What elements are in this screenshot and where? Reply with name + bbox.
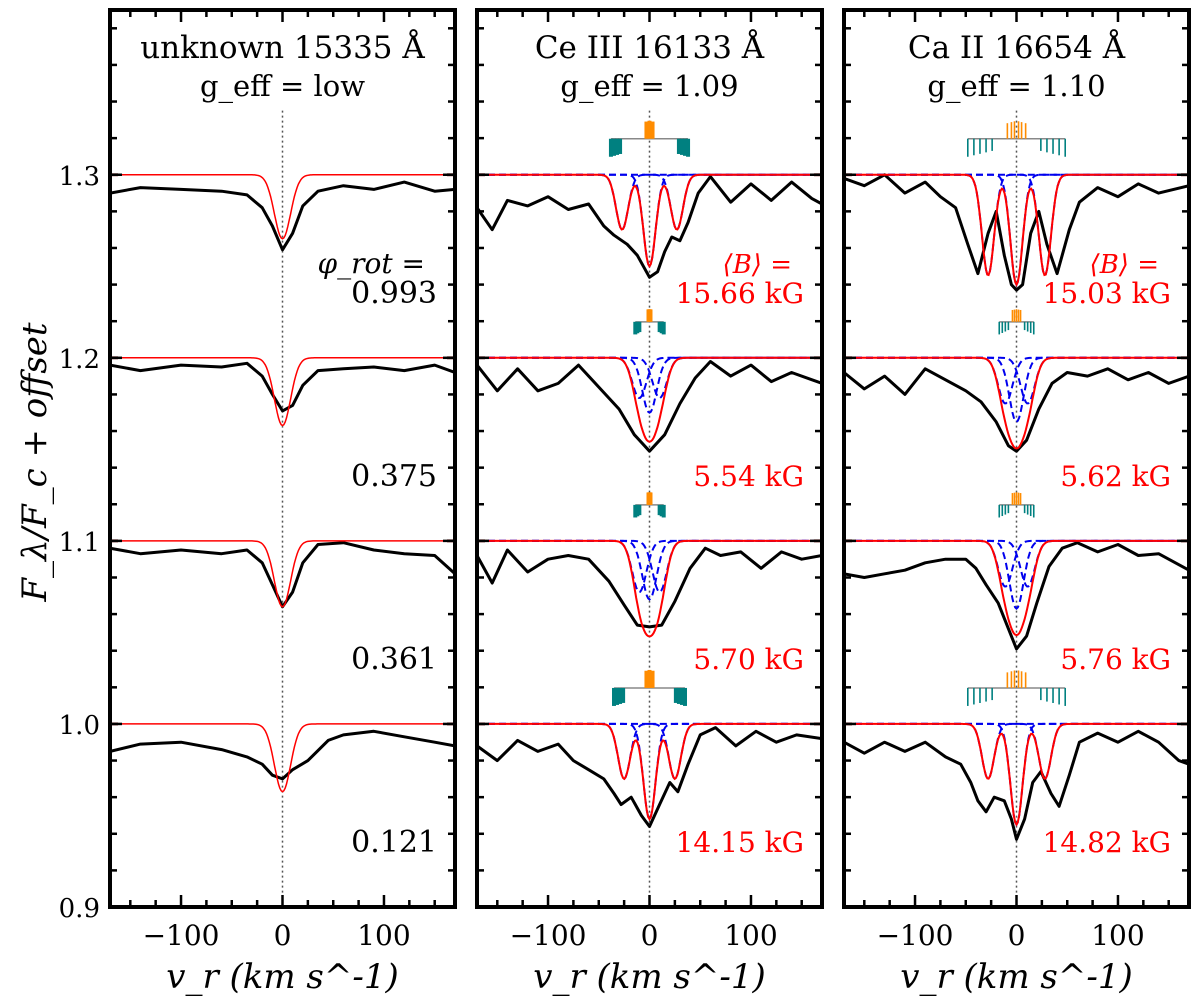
observed-profile-0: [110, 180, 455, 252]
panel-geff: g_eff = 1.09: [560, 69, 738, 104]
phase-label-3: 0.121: [351, 825, 437, 860]
x-tick-label: 0: [1008, 919, 1026, 952]
x-axis-label: v_r (km s^-1): [900, 957, 1133, 997]
x-tick-label: −100: [510, 919, 587, 952]
panel-geff: g_eff = 1.10: [927, 69, 1105, 104]
model-fit-0: [844, 173, 1189, 287]
zeeman-pattern-2: [998, 492, 1035, 518]
panel-title: unknown 15335 Å: [140, 28, 425, 66]
observed-profile-2: [477, 546, 822, 629]
x-tick-label: 100: [1091, 919, 1144, 952]
phase-label-prefix: φ_rot =: [318, 247, 425, 280]
model-fit-1: [110, 357, 455, 427]
zeeman-pattern-1: [998, 309, 1035, 335]
y-tick-label: 1.0: [59, 711, 100, 741]
plot-area: [477, 110, 822, 907]
x-axis-label: v_r (km s^-1): [533, 957, 766, 997]
field-label-0: 15.66 kG: [676, 277, 804, 310]
zeeman-pattern-2: [633, 492, 666, 518]
observed-profile-3: [844, 729, 1189, 841]
field-label-1: 5.62 kG: [1060, 460, 1171, 493]
model-fit-3: [110, 723, 455, 793]
x-tick-label: −100: [143, 919, 220, 952]
y-tick-label: 1.2: [59, 345, 100, 375]
field-label-prefix: ⟨B⟩ =: [723, 250, 792, 280]
x-axis-label: v_r (km s^-1): [166, 957, 399, 997]
field-label-3: 14.82 kG: [1043, 826, 1171, 859]
field-label-0: 15.03 kG: [1043, 277, 1171, 310]
model-fit-0: [477, 173, 822, 269]
model-fit-2: [477, 539, 822, 638]
x-tick-label: −100: [877, 919, 954, 952]
panel-title: Ca II 16654 Å: [908, 28, 1126, 66]
observed-profile-1: [844, 367, 1189, 453]
plot-area: [844, 110, 1189, 907]
phase-label-2: 0.361: [351, 642, 437, 677]
component-gaussian-3-1: [844, 722, 1189, 827]
component-gaussian-2-0: [844, 539, 1189, 588]
observed-profile-2: [110, 541, 455, 609]
field-label-3: 14.15 kG: [676, 826, 804, 859]
field-label-2: 5.76 kG: [1060, 643, 1171, 676]
x-tick-label: 100: [724, 919, 777, 952]
zeeman-pattern-0: [608, 120, 691, 157]
model-fit-2: [844, 539, 1189, 637]
y-tick-label: 0.9: [59, 894, 100, 924]
model-fit-3: [844, 722, 1189, 827]
observed-profile-1: [477, 360, 822, 453]
observed-profile-3: [477, 726, 822, 828]
panel-2: 15.03 kG⟨B⟩ = 5.62 kG 5.76 kG 14.82 kG Ca II…: [842, 8, 1191, 997]
component-gaussian-2-2: [844, 539, 1189, 588]
field-label-2: 5.70 kG: [693, 643, 804, 676]
zeeman-pattern-0: [966, 121, 1067, 157]
observed-profile-2: [844, 541, 1189, 651]
panel-title: Ce III 16133 Å: [535, 28, 765, 66]
model-fit-2: [110, 540, 455, 608]
x-tick-label: 0: [274, 919, 292, 952]
observed-profile-3: [110, 729, 455, 781]
panel-geff: g_eff = low: [200, 69, 365, 104]
zeeman-pattern-3: [966, 670, 1067, 706]
field-label-1: 5.54 kG: [693, 460, 804, 493]
panel-1: 15.66 kG⟨B⟩ = 5.54 kG 5.70 kG 14.15 kG Ce II…: [475, 8, 824, 997]
y-tick-label: 1.3: [59, 162, 100, 192]
model-fit-1: [844, 356, 1189, 450]
field-label-prefix: ⟨B⟩ =: [1090, 250, 1159, 280]
y-tick-label: 1.1: [59, 528, 100, 558]
model-fit-0: [110, 174, 455, 240]
observed-profile-0: [844, 173, 1189, 292]
x-tick-label: 0: [641, 919, 659, 952]
model-fit-3: [477, 722, 822, 822]
zeeman-pattern-1: [633, 309, 666, 335]
x-tick-label: 100: [357, 919, 410, 952]
phase-label-0: 0.993: [351, 276, 437, 311]
model-fit-1: [477, 356, 822, 443]
zeeman-pattern-3: [611, 669, 688, 706]
y-axis-label: F_λ/F_c + offset: [15, 322, 55, 602]
observed-profile-1: [110, 361, 455, 413]
plot-area: [110, 110, 455, 907]
phase-label-1: 0.375: [351, 459, 437, 494]
observed-profile-0: [477, 175, 822, 279]
